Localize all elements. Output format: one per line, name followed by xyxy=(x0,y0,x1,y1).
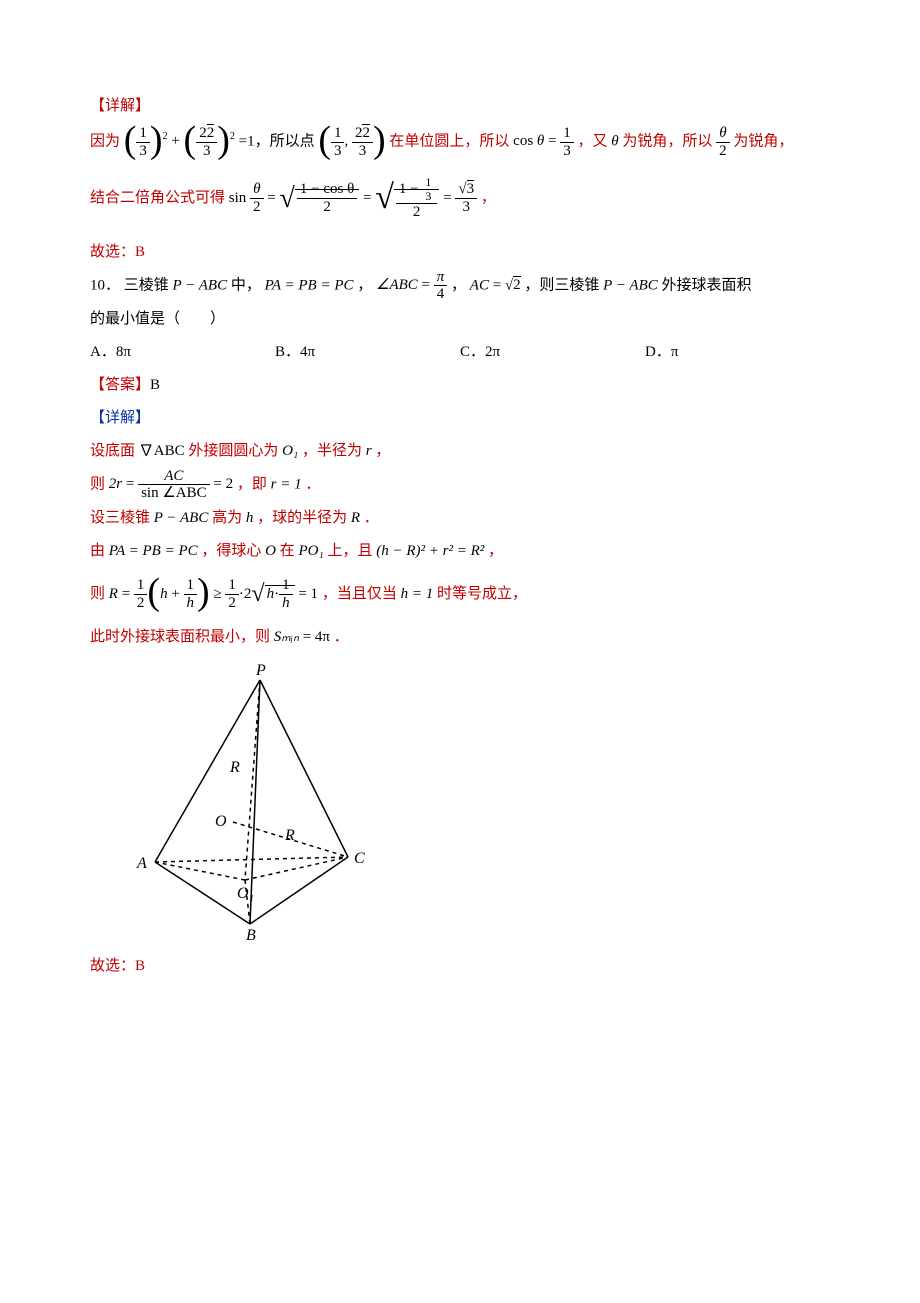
R: R xyxy=(351,510,360,526)
d-line-1: 设底面 ∇ABC 外接圆圆心为 O₁ ，半径为 r ， xyxy=(90,435,830,468)
eq1: PA = PB = PC xyxy=(265,277,354,293)
text: ， xyxy=(357,277,372,293)
text: 三棱锥 xyxy=(124,277,169,293)
t: 外接圆圆心为 xyxy=(188,443,278,459)
choose-b-1: 故选：B xyxy=(90,236,830,269)
options-row: A．8π B．4π C．2π D．π xyxy=(90,336,830,369)
t: 则 xyxy=(90,586,105,602)
option-c[interactable]: C．2π xyxy=(460,336,645,369)
option-b[interactable]: B．4π xyxy=(275,336,460,369)
eq: 2r = ACsin ∠ABC = 2 xyxy=(109,476,237,492)
t: 时等号成立， xyxy=(437,586,527,602)
svg-text:P: P xyxy=(255,662,266,679)
choose-b-2: 故选：B xyxy=(90,950,830,983)
text: ，又 xyxy=(578,133,608,149)
t: 由 xyxy=(90,543,105,559)
t: ，即 xyxy=(237,476,267,492)
text: ， xyxy=(451,277,466,293)
svg-text:R: R xyxy=(229,759,240,776)
t: 此时外接球表面积最小，则 xyxy=(90,629,270,645)
option-a[interactable]: A．8π xyxy=(90,336,275,369)
svg-text:A: A xyxy=(136,855,147,872)
eq4: PA = PB = PC xyxy=(109,543,198,559)
svg-text:C: C xyxy=(354,850,365,867)
solution-line-1: 因为 (13)2 + (223)2 =1，所以点 (13, 223) 在单位圆上… xyxy=(90,123,830,161)
detail-label-2: 【详解】 xyxy=(90,402,830,435)
tetrahedron-diagram: P A B C O O₁ R R xyxy=(120,662,380,942)
svg-text:B: B xyxy=(246,927,256,942)
math-sin-half: sin θ2 = √1 − cos θ2 = √1 − 132 = √33 xyxy=(229,190,481,206)
pabc2: P − ABC xyxy=(603,277,658,293)
t: ，得球心 xyxy=(201,543,261,559)
math-cos: cos θ = 13 xyxy=(513,133,577,149)
t: ，球的半径为 xyxy=(257,510,347,526)
text: 为锐角， xyxy=(733,133,793,149)
theta: θ xyxy=(611,133,618,149)
d-line-2: 则 2r = ACsin ∠ABC = 2 ，即 r = 1 ． xyxy=(90,468,830,502)
question-10: 10． 三棱锥 P − ABC 中， PA = PB = PC ， ∠ABC =… xyxy=(90,269,830,303)
O: O xyxy=(265,543,276,559)
text: ，则三棱锥 xyxy=(524,277,599,293)
text: ， xyxy=(481,190,496,206)
Req: R = 12(h + 1h) ≥ 12·2√h·1h = 1 xyxy=(109,586,322,602)
answer-line: 【答案】B xyxy=(90,369,830,402)
t: ， xyxy=(375,443,390,459)
t: 设三棱锥 xyxy=(90,510,150,526)
t: ， xyxy=(488,543,503,559)
ac: AC = √2 xyxy=(470,276,521,293)
text: =1，所以点 xyxy=(239,133,315,149)
svg-text:O₁: O₁ xyxy=(237,885,254,902)
q-num: 10． xyxy=(90,277,120,293)
solution-line-2: 结合二倍角公式可得 sin θ2 = √1 − cos θ2 = √1 − 13… xyxy=(90,161,830,236)
theta-half: θ2 xyxy=(716,133,730,149)
option-d[interactable]: D．π xyxy=(645,336,830,369)
t: ． xyxy=(305,476,320,492)
d-line-3: 设三棱锥 P − ABC 高为 h ，球的半径为 R ． xyxy=(90,502,830,535)
answer-label: 【答案】 xyxy=(90,377,150,393)
text: 结合二倍角公式可得 xyxy=(90,190,225,206)
answer-value: B xyxy=(150,377,160,393)
t: 上，且 xyxy=(327,543,372,559)
t: 则 xyxy=(90,476,105,492)
text: 外接球表面积 xyxy=(662,277,752,293)
PO1: PO₁ xyxy=(299,543,324,559)
t: ． xyxy=(334,629,349,645)
text: 在单位圆上，所以 xyxy=(389,133,509,149)
Smin: Sₘᵢₙ = 4π xyxy=(274,629,330,645)
section-detail-header: 【详解】 xyxy=(90,90,830,123)
r1: r = 1 xyxy=(271,476,302,492)
text: 中， xyxy=(231,277,261,293)
math-expr: (13)2 + (223)2 xyxy=(124,133,239,149)
h1: h = 1 xyxy=(401,586,434,602)
math-point: (13, 223) xyxy=(318,133,389,149)
t: 设底面 xyxy=(90,443,135,459)
t: ，当且仅当 xyxy=(322,586,397,602)
t: 在 xyxy=(280,543,295,559)
hReq: (h − R)² + r² = R² xyxy=(376,543,484,559)
text: 因为 xyxy=(90,133,120,149)
pabc3: P − ABC xyxy=(154,510,209,526)
t: ，半径为 xyxy=(302,443,362,459)
question-10b: 的最小值是（ ） xyxy=(90,303,830,336)
text: 为锐角，所以 xyxy=(622,133,712,149)
h: h xyxy=(246,510,254,526)
d-line-6: 此时外接球表面积最小，则 Sₘᵢₙ = 4π ． xyxy=(90,621,830,654)
t: 高为 xyxy=(212,510,242,526)
d-line-5: 则 R = 12(h + 1h) ≥ 12·2√h·1h = 1 ，当且仅当 h… xyxy=(90,568,830,621)
vabc: ∇ABC xyxy=(139,443,185,459)
svg-text:O: O xyxy=(215,813,227,830)
d-line-4: 由 PA = PB = PC ，得球心 O 在 PO₁ 上，且 (h − R)²… xyxy=(90,535,830,568)
pabc: P − ABC xyxy=(173,277,228,293)
o1: O₁ xyxy=(282,443,298,459)
svg-text:R: R xyxy=(284,827,295,844)
t: ． xyxy=(364,510,379,526)
r: r xyxy=(366,443,372,459)
angle: ∠ABC = π4 xyxy=(376,277,447,293)
